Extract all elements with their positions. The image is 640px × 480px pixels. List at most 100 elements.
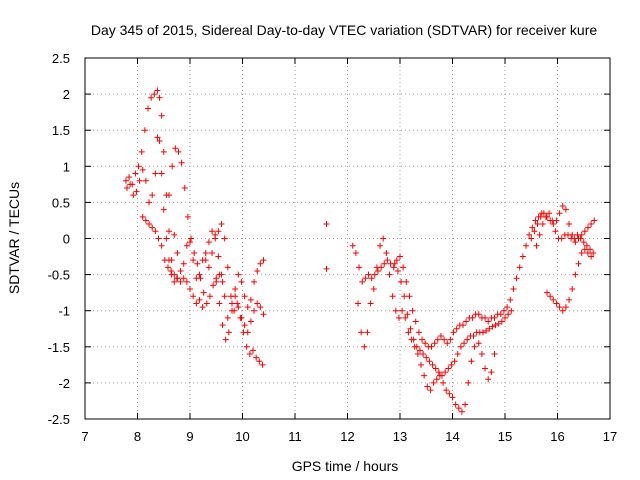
series-arc-7: [213, 278, 267, 343]
y-tick-label: 2: [63, 87, 70, 102]
data-point: [415, 329, 422, 336]
data-point: [536, 231, 543, 238]
data-point: [441, 336, 448, 343]
series-arc-15: [533, 210, 597, 256]
data-point: [449, 394, 456, 401]
data-point: [508, 307, 515, 314]
data-point: [136, 177, 143, 184]
data-point: [133, 188, 140, 195]
x-tick-label: 14: [445, 429, 459, 444]
data-point: [507, 296, 514, 303]
data-point: [256, 358, 263, 365]
data-point: [523, 242, 529, 249]
data-point: [127, 181, 134, 188]
data-point: [215, 253, 222, 260]
data-point: [206, 293, 213, 300]
data-point: [238, 278, 245, 285]
data-point: [400, 264, 407, 271]
data-point: [218, 271, 225, 278]
data-point: [482, 365, 489, 372]
data-point: [383, 249, 390, 256]
data-point: [247, 296, 254, 303]
data-point: [439, 372, 445, 379]
data-point: [485, 318, 492, 325]
data-point: [175, 148, 182, 155]
data-point: [572, 239, 579, 246]
data-point: [384, 257, 391, 264]
data-point: [397, 253, 403, 260]
data-point: [549, 217, 556, 224]
y-tick-label: 0.5: [52, 195, 70, 210]
x-tick-label: 8: [134, 429, 141, 444]
x-tick-label: 10: [235, 429, 249, 444]
data-point: [205, 239, 212, 246]
data-point: [142, 177, 149, 184]
data-point: [516, 264, 523, 271]
data-point: [426, 358, 433, 365]
data-point: [394, 267, 401, 274]
data-point: [180, 275, 187, 282]
series-arc-12: [391, 260, 515, 379]
data-point: [219, 322, 226, 329]
data-point: [412, 318, 419, 325]
data-point: [246, 351, 253, 358]
data-point: [562, 304, 569, 311]
series-arc-5: [171, 228, 231, 321]
data-point: [550, 296, 557, 303]
data-point: [202, 249, 209, 256]
y-tick-label: 2.5: [52, 51, 70, 66]
data-point: [591, 217, 598, 224]
data-point: [550, 221, 557, 228]
data-point: [380, 235, 387, 242]
data-point: [381, 260, 388, 267]
data-point: [435, 369, 442, 376]
data-point: [486, 325, 493, 332]
data-point: [413, 343, 420, 350]
data-point: [126, 174, 133, 181]
data-point: [434, 336, 441, 343]
data-point: [260, 311, 267, 318]
data-point: [241, 322, 248, 329]
data-point: [547, 293, 554, 300]
chart-title: Day 345 of 2015, Sidereal Day-to-day VTE…: [91, 22, 597, 38]
data-point: [151, 91, 158, 98]
data-point: [454, 351, 461, 358]
data-point: [184, 213, 191, 220]
data-point: [221, 293, 228, 300]
data-point: [581, 246, 588, 253]
data-point: [156, 94, 163, 101]
data-point: [497, 311, 504, 318]
data-point: [251, 278, 258, 285]
data-point: [216, 300, 223, 307]
data-point: [464, 336, 471, 343]
y-tick-label: 1: [63, 159, 70, 174]
x-tick-label: 9: [186, 429, 193, 444]
data-point: [183, 278, 190, 285]
data-point: [485, 376, 492, 383]
x-tick-label: 11: [288, 429, 302, 444]
data-point: [218, 221, 225, 228]
data-point: [465, 379, 472, 386]
data-point: [510, 286, 517, 293]
data-point: [468, 358, 475, 365]
y-tick-label: -0.5: [48, 268, 70, 283]
data-point: [247, 318, 254, 325]
data-point: [224, 314, 231, 321]
series-arc-10: [349, 210, 545, 350]
data-point: [160, 148, 167, 155]
data-point: [475, 340, 482, 347]
data-point: [443, 387, 450, 394]
data-point: [409, 307, 416, 314]
data-point: [361, 343, 368, 350]
data-point: [427, 387, 434, 394]
data-point: [141, 127, 148, 134]
data-point: [448, 361, 455, 368]
data-point: [583, 242, 590, 249]
data-point: [565, 231, 571, 238]
data-point: [251, 307, 258, 314]
data-point: [581, 228, 588, 235]
data-point: [588, 253, 595, 260]
data-point: [160, 206, 167, 213]
data-point: [455, 405, 462, 412]
data-point: [243, 343, 250, 350]
